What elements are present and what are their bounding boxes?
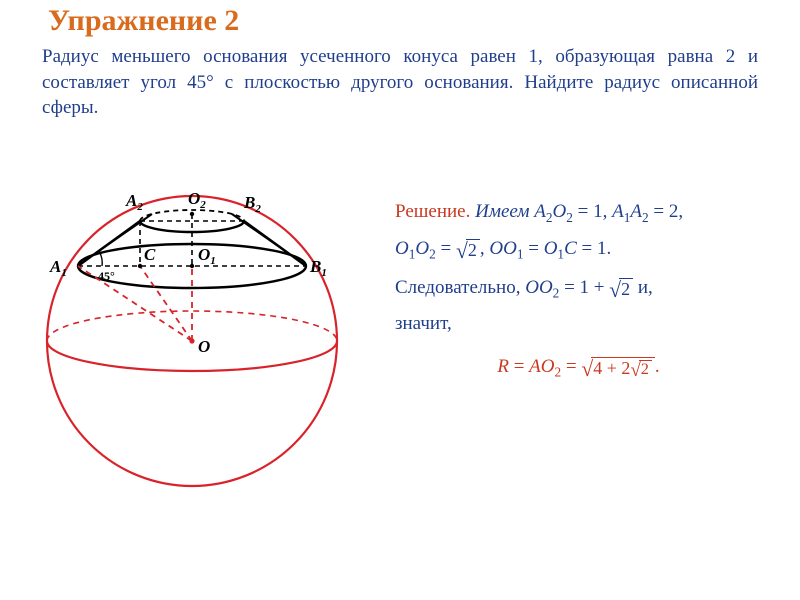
t: = 2, xyxy=(649,201,683,222)
t: = xyxy=(561,356,581,377)
t: . xyxy=(655,356,660,377)
t: = xyxy=(523,238,543,259)
sphere-diagram: A2 O2 B2 A1 C O1 B1 O 45° xyxy=(22,166,362,496)
v: OO xyxy=(525,276,552,297)
v: O xyxy=(415,238,429,259)
v: O xyxy=(395,238,409,259)
svg-text:C: C xyxy=(144,245,156,264)
v: O xyxy=(552,201,566,222)
v: 2 xyxy=(639,360,652,378)
sqrt-icon: 2 xyxy=(630,352,652,387)
t: = 1 + xyxy=(559,276,609,297)
v: A xyxy=(534,201,546,222)
sqrt-icon: 4 + 2 2 xyxy=(581,348,655,387)
problem-text: Радиус меньшего основания усеченного кон… xyxy=(42,44,758,121)
svg-text:B1: B1 xyxy=(309,257,327,279)
v: 2 xyxy=(619,278,633,299)
t: = 1, xyxy=(573,201,612,222)
t: значит, xyxy=(395,313,452,334)
t: Следовательно, xyxy=(395,276,525,297)
sqrt-icon: 2 xyxy=(609,269,633,308)
v: OO xyxy=(489,238,516,259)
t: , xyxy=(480,238,490,259)
t: Имеем xyxy=(475,201,534,222)
t: и, xyxy=(633,276,653,297)
svg-text:O2: O2 xyxy=(188,189,206,211)
v: AO xyxy=(529,356,554,377)
v: A xyxy=(630,201,642,222)
s: 2 xyxy=(566,210,573,225)
t: = 1. xyxy=(577,238,611,259)
t: = xyxy=(509,356,529,377)
solution-block: Решение. Имеем A2O2 = 1, A1A2 = 2, O1O2 … xyxy=(395,195,762,387)
sqrt-icon: 2 xyxy=(456,230,480,269)
solution-label: Решение. xyxy=(395,201,470,222)
v: O xyxy=(544,238,558,259)
v: 2 xyxy=(466,239,480,260)
v: C xyxy=(564,238,577,259)
s: 2 xyxy=(429,246,436,261)
svg-text:A2: A2 xyxy=(125,191,143,213)
svg-text:45°: 45° xyxy=(98,269,115,283)
svg-text:B2: B2 xyxy=(243,193,261,215)
exercise-title: Упражнение 2 xyxy=(48,4,239,38)
svg-text:O: O xyxy=(198,337,210,356)
svg-text:O1: O1 xyxy=(198,245,216,267)
result-formula: R = AO 2 = 4 + 2 2. xyxy=(395,348,762,387)
s: 2 xyxy=(642,210,649,225)
v: A xyxy=(612,201,624,222)
v: 4 + 2 xyxy=(593,358,630,378)
svg-text:A1: A1 xyxy=(49,257,67,279)
t: = xyxy=(436,238,456,259)
v: R xyxy=(497,356,509,377)
